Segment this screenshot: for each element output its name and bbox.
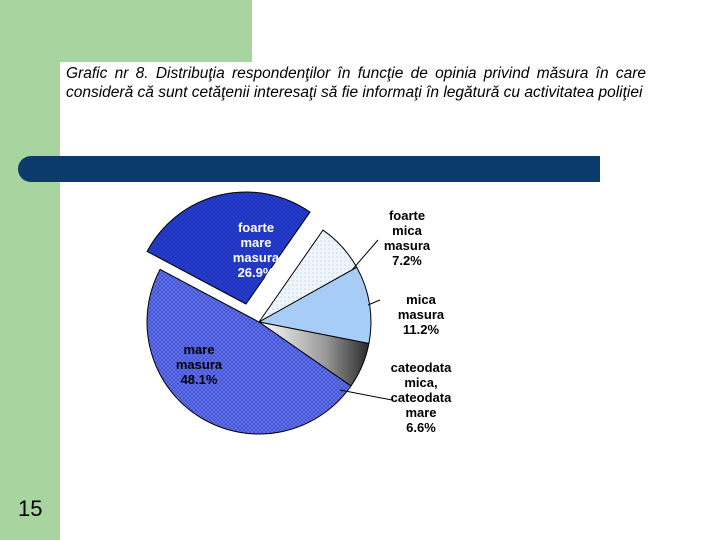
leader-line: [351, 239, 379, 271]
leader-line: [339, 389, 393, 401]
slice-label: mica masura 11.2%: [398, 292, 445, 337]
slice-label: foarte mica masura 7.2%: [384, 208, 431, 268]
chart-title: Grafic nr 8. Distribuţia respondenţilor …: [66, 65, 646, 101]
left-decor-bar: [0, 0, 60, 540]
slice-label: mare masura 48.1%: [176, 342, 223, 387]
slice-label: foarte mare masura 26.9%: [233, 220, 280, 280]
slice-label: cateodata mica, cateodata mare 6.6%: [391, 360, 452, 435]
pie-slice: [146, 191, 311, 305]
top-decor-block: [60, 0, 252, 62]
title-divider-band: [18, 156, 600, 182]
pie-slice: [146, 268, 352, 435]
page-number: 15: [18, 496, 43, 521]
leader-line: [367, 299, 381, 306]
